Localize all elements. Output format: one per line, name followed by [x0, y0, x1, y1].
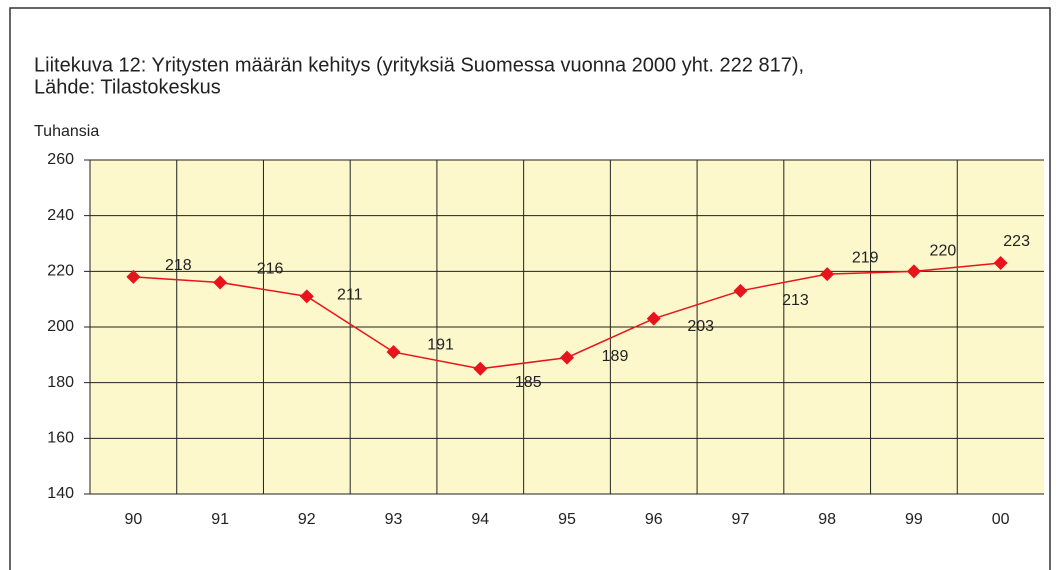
data-label: 203 [687, 318, 714, 335]
marker [560, 350, 574, 365]
data-label: 213 [782, 292, 809, 309]
y-tick-label: 260 [47, 151, 74, 168]
chart-title: Lähde: Tilastokeskus [34, 76, 221, 98]
x-tick-label: 91 [211, 511, 229, 528]
y-tick-label: 180 [47, 374, 74, 391]
marker [126, 269, 141, 284]
data-label: 220 [930, 243, 957, 260]
data-label: 223 [1003, 233, 1030, 250]
data-label: 211 [337, 287, 363, 304]
x-tick-label: 00 [992, 511, 1010, 528]
y-tick-label: 240 [47, 207, 74, 224]
marker [646, 311, 661, 326]
y-tick-label: 140 [47, 485, 74, 502]
data-label: 191 [427, 336, 454, 353]
data-label: 189 [602, 348, 629, 365]
x-tick-label: 95 [558, 511, 576, 528]
x-tick-label: 92 [298, 511, 316, 528]
x-tick-label: 99 [905, 511, 923, 528]
frame [9, 7, 1051, 570]
marker [213, 275, 228, 290]
y-tick-label: 160 [47, 430, 74, 447]
x-tick-label: 93 [385, 511, 403, 528]
y-axis-label: Tuhansia [34, 123, 99, 140]
marker [820, 267, 835, 282]
marker [299, 289, 314, 304]
marker [906, 264, 921, 279]
data-label: 216 [257, 261, 284, 278]
marker [386, 345, 401, 360]
marker [473, 361, 488, 376]
marker [993, 255, 1008, 270]
chart-title: Liitekuva 12: Yritysten määrän kehitys (… [34, 54, 804, 76]
y-tick-label: 200 [47, 318, 74, 335]
data-label: 219 [852, 249, 879, 266]
x-tick-label: 98 [818, 511, 836, 528]
marker [733, 283, 748, 298]
data-label: 185 [515, 374, 542, 391]
y-tick-label: 220 [47, 263, 74, 280]
x-tick-label: 96 [645, 511, 663, 528]
x-tick-label: 90 [124, 511, 142, 528]
data-label: 218 [165, 257, 192, 274]
x-tick-label: 97 [732, 511, 750, 528]
x-tick-label: 94 [471, 511, 489, 528]
